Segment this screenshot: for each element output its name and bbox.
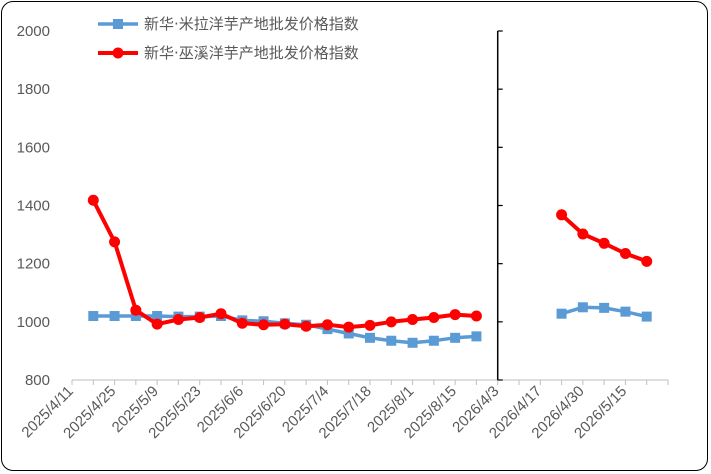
legend-label: 新华·巫溪洋芋产地批发价格指数 — [144, 44, 359, 62]
data-point-square — [152, 311, 163, 322]
y-tick-label: 1400 — [17, 198, 50, 215]
data-point-square — [407, 337, 418, 348]
data-point-circle — [577, 228, 589, 240]
y-tick-label: 2000 — [17, 23, 50, 40]
legend-item-2: 新华·巫溪洋芋产地批发价格指数 — [98, 44, 359, 62]
y-tick-label: 1200 — [17, 256, 50, 273]
data-point-circle — [619, 247, 631, 259]
data-point-square — [109, 311, 120, 322]
data-point-circle — [172, 314, 184, 326]
data-point-circle — [428, 311, 440, 323]
axes — [71, 30, 669, 385]
data-point-circle — [407, 314, 419, 326]
data-point-circle — [641, 255, 653, 267]
x-tick-labels: 2025/4/112025/4/252025/5/92025/5/232025/… — [18, 383, 630, 442]
data-point-circle — [87, 194, 99, 206]
y-tick-label: 1800 — [17, 81, 50, 98]
data-point-square — [471, 331, 482, 342]
data-point-circle — [215, 308, 227, 320]
data-point-square — [130, 311, 141, 322]
data-point-circle — [449, 309, 461, 321]
data-point-square — [556, 308, 567, 319]
series-layer — [87, 194, 653, 348]
data-point-square — [365, 332, 375, 343]
data-point-circle — [343, 321, 355, 333]
data-point-circle — [258, 319, 270, 331]
data-point-circle — [364, 319, 376, 331]
legend-marker-square — [113, 19, 123, 29]
series-line — [91, 199, 477, 330]
data-point-square — [428, 335, 439, 346]
data-point-circle — [321, 319, 333, 331]
data-point-square — [386, 335, 397, 346]
data-point-circle — [598, 237, 610, 249]
data-point-square — [620, 306, 631, 317]
data-point-square — [641, 311, 652, 322]
legend-item-1: 新华·米拉洋芋产地批发价格指数 — [98, 15, 359, 33]
y-tick-labels: 800 1000 1200 1400 1600 1800 2000 — [17, 23, 50, 389]
data-point-square — [599, 302, 610, 313]
data-point-circle — [385, 316, 397, 328]
data-point-circle — [194, 311, 206, 323]
legend-label: 新华·米拉洋芋产地批发价格指数 — [144, 15, 359, 33]
data-point-circle — [300, 320, 312, 332]
y-tick-label: 1000 — [17, 314, 50, 331]
y-tick-label: 1600 — [17, 139, 50, 156]
data-point-square — [343, 328, 354, 339]
data-point-circle — [279, 318, 291, 330]
data-point-circle — [556, 209, 568, 221]
series-2 — [87, 194, 653, 333]
data-point-square — [450, 332, 461, 343]
legend-marker-circle — [112, 47, 124, 59]
data-point-circle — [130, 304, 142, 316]
data-point-square — [88, 311, 99, 322]
data-point-circle — [151, 318, 163, 330]
data-point-square — [577, 302, 588, 313]
data-point-circle — [470, 310, 482, 322]
data-point-circle — [236, 317, 248, 329]
y-tick-label: 800 — [25, 372, 50, 389]
data-point-circle — [109, 236, 121, 248]
